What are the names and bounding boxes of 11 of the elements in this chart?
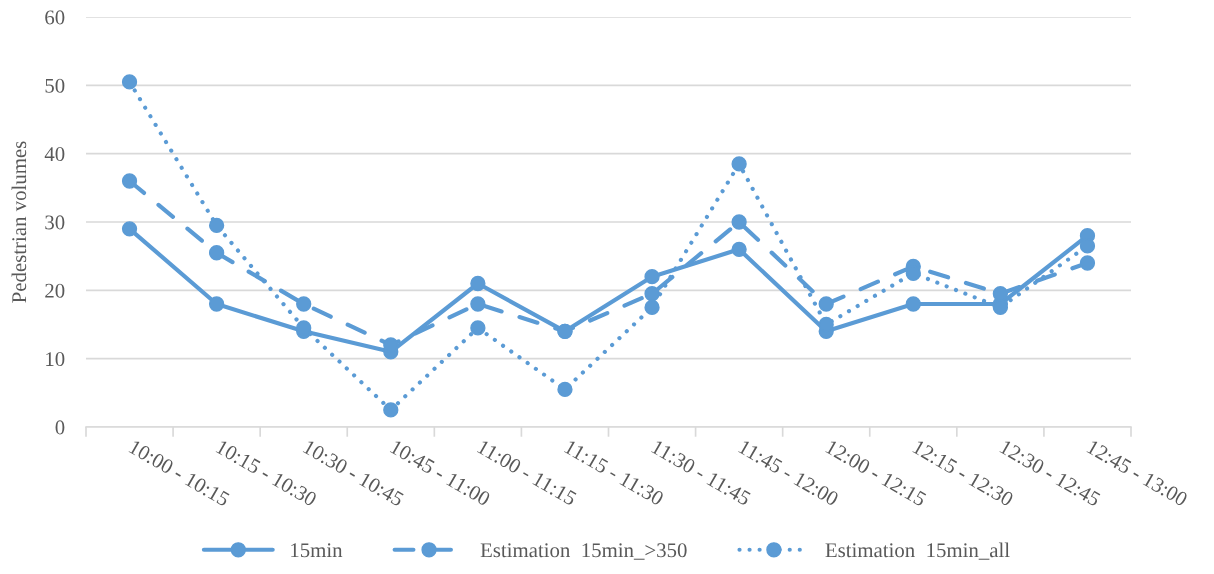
legend-label: 15min — [291, 543, 343, 558]
y-tick-label: 30 — [45, 215, 65, 230]
y-tick-label: 40 — [44, 147, 65, 162]
y-tick-label: 50 — [45, 78, 65, 93]
legend-label: Estimation 15min_all — [825, 542, 1010, 560]
y-axis-title: Pedestrian volumes — [11, 141, 27, 303]
legend-label: Estimation 15min_>350 — [480, 543, 687, 560]
y-tick-label: 60 — [45, 10, 65, 25]
y-tick-label: 0 — [55, 420, 65, 435]
y-tick-label: 20 — [45, 283, 65, 298]
y-tick-label: 10 — [46, 352, 65, 367]
